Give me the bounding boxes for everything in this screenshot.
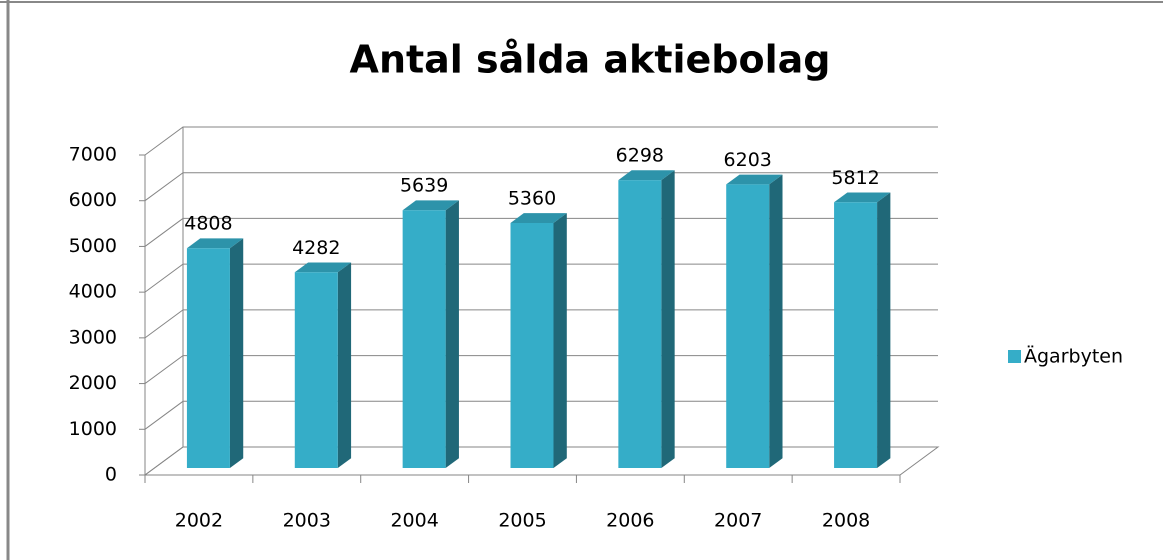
data-label: 5639: [400, 175, 448, 197]
grid-line: [144, 126, 938, 156]
grid-line: [144, 355, 938, 384]
data-label: 4282: [292, 237, 340, 259]
y-tick-label: 1000: [69, 418, 117, 440]
y-tick-label: 7000: [69, 144, 117, 166]
data-label: 4808: [184, 213, 232, 235]
bar-top: [294, 262, 352, 273]
bar-front: [618, 180, 662, 468]
data-label: 6203: [724, 149, 772, 171]
grid-line: [144, 217, 938, 247]
bar-front: [834, 202, 878, 468]
y-tick-label: 4000: [69, 281, 117, 303]
bar-top: [726, 174, 783, 185]
bar-front: [402, 210, 446, 468]
bar-top: [510, 213, 567, 223]
y-tick-label: 0: [105, 464, 117, 486]
bar: [186, 238, 244, 468]
chart-title: Antal sålda aktiebolag: [350, 38, 831, 82]
bar-top: [834, 192, 891, 203]
bar-side: [877, 192, 891, 468]
grid-line: [144, 309, 938, 339]
bar-front: [186, 248, 230, 468]
bar: [510, 213, 567, 468]
bar: [726, 174, 783, 469]
y-tick-label: 6000: [69, 189, 117, 211]
bar-front: [726, 184, 770, 469]
y-tick-label: 5000: [69, 235, 117, 257]
x-tick-label: 2005: [498, 510, 546, 532]
x-tick-label: 2008: [822, 510, 870, 532]
bar: [294, 262, 352, 468]
x-tick-label: 2006: [606, 510, 654, 532]
bar-top: [402, 200, 459, 211]
bar-side: [337, 262, 352, 468]
bar: [402, 200, 459, 468]
bar-side: [553, 213, 567, 468]
bar: [834, 192, 891, 468]
grid-line: [144, 172, 938, 202]
data-label: 6298: [616, 145, 664, 167]
data-label: 5360: [508, 187, 556, 209]
legend-swatch: [1008, 350, 1021, 363]
bar-side: [445, 200, 459, 468]
x-tick-label: 2002: [175, 510, 223, 532]
grid-line: [144, 263, 938, 293]
y-tick-label: 3000: [69, 326, 117, 348]
grid-line: [144, 446, 938, 476]
bar-top: [186, 238, 244, 249]
bar-side: [769, 174, 783, 469]
legend-label: Ägarbyten: [1024, 345, 1123, 368]
x-tick-label: 2003: [283, 510, 331, 532]
bar-side: [229, 238, 244, 468]
bar-front: [510, 222, 554, 468]
grid-line: [144, 400, 938, 430]
x-tick-label: 2004: [390, 510, 438, 532]
y-tick-label: 2000: [69, 372, 117, 394]
x-tick-label: 2007: [714, 510, 762, 532]
data-label: 5812: [831, 167, 879, 189]
bar-front: [294, 272, 338, 468]
bar-side: [661, 170, 675, 468]
bar-top: [618, 170, 675, 181]
bar: [618, 170, 675, 468]
